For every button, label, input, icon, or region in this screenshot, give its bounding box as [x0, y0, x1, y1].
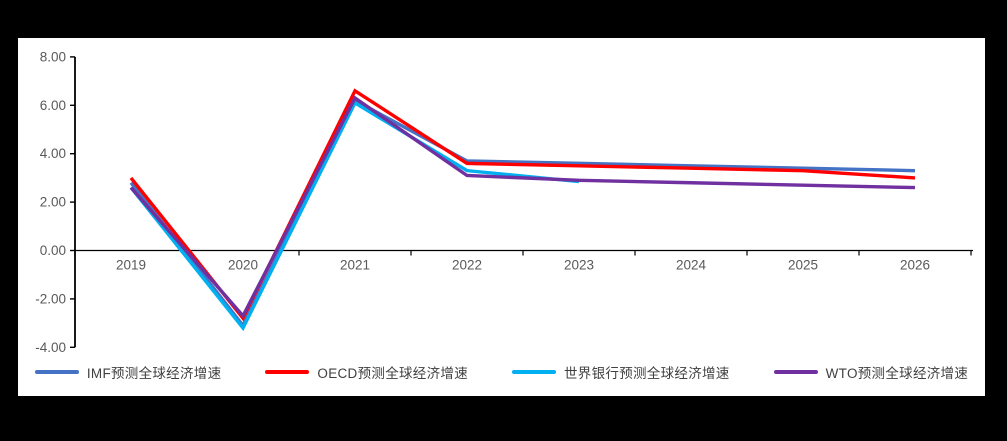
legend-item-wto: WTO预测全球经济增速: [773, 362, 969, 382]
y-tick-label: 6.00: [40, 98, 66, 113]
series-line-2: [129, 100, 580, 332]
legend-label-oecd: OECD预测全球经济增速: [317, 366, 468, 381]
legend-label-wto: WTO预测全球经济增速: [825, 366, 969, 381]
series-line-3: [129, 95, 916, 319]
x-tick-label: 2020: [228, 258, 258, 273]
legend-item-worldbank: 世界银行预测全球经济增速: [512, 362, 730, 382]
legend-swatch-wto: [773, 370, 818, 374]
legend-swatch-oecd: [265, 370, 310, 374]
x-tick-label: 2024: [676, 258, 707, 273]
x-tick-label: 2019: [116, 258, 146, 273]
x-tick-label: 2023: [564, 258, 594, 273]
legend: IMF预测全球经济增速 OECD预测全球经济增速 世界银行预测全球经济增速 WT…: [18, 362, 985, 382]
legend-item-oecd: OECD预测全球经济增速: [265, 362, 468, 382]
y-tick-label: -4.00: [35, 340, 66, 355]
y-tick-label: -2.00: [35, 291, 66, 306]
x-tick-label: 2022: [452, 258, 482, 273]
y-tick-label: 4.00: [40, 146, 66, 161]
legend-label-worldbank: 世界银行预测全球经济增速: [564, 366, 730, 381]
y-tick-label: 2.00: [40, 195, 66, 210]
chart-svg: 8.00 6.00 4.00 2.00 0.00 -2.00 -4.00 2019 2020 20…: [35, 49, 973, 355]
x-tick-label: 2021: [340, 258, 370, 273]
legend-label-imf: IMF预测全球经济增速: [86, 366, 222, 381]
x-tick-label: 2026: [900, 258, 930, 273]
y-tick-label: 8.00: [40, 49, 66, 64]
chart-panel: 8.00 6.00 4.00 2.00 0.00 -2.00 -4.00 2019 2020 20…: [18, 38, 985, 396]
y-tick-label: 0.00: [40, 243, 66, 258]
series-line-1: [129, 88, 916, 322]
x-tick-label: 2025: [788, 258, 818, 273]
legend-swatch-worldbank: [512, 370, 556, 374]
legend-swatch-imf: [34, 370, 79, 374]
legend-item-imf: IMF预测全球经济增速: [34, 362, 222, 382]
series-line-0: [129, 98, 916, 329]
